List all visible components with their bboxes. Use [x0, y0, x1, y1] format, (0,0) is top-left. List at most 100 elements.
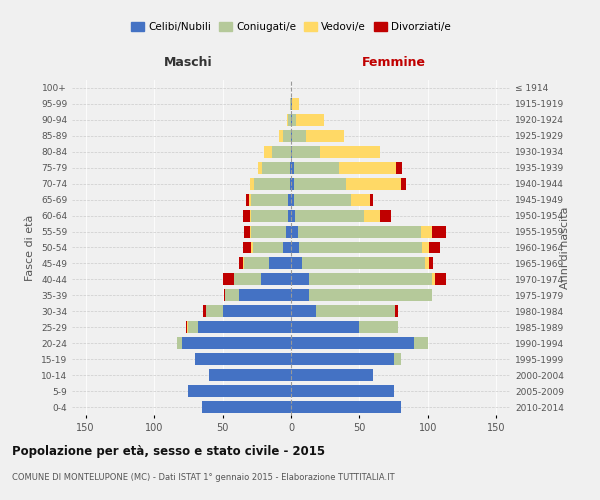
Bar: [291, 306, 316, 318]
Bar: [251, 242, 253, 254]
Bar: [243, 210, 250, 222]
Bar: [292, 98, 299, 110]
Bar: [251, 194, 288, 205]
Bar: [261, 274, 291, 285]
Bar: [295, 210, 364, 222]
Bar: [244, 258, 269, 270]
Bar: [429, 242, 440, 254]
Bar: [291, 322, 359, 333]
Bar: [291, 353, 394, 365]
Bar: [286, 226, 291, 237]
Bar: [291, 258, 302, 270]
Bar: [188, 322, 198, 333]
Bar: [287, 114, 288, 126]
Bar: [291, 194, 294, 205]
Bar: [198, 322, 291, 333]
Bar: [224, 290, 226, 302]
Bar: [306, 130, 344, 142]
Bar: [291, 98, 292, 110]
Bar: [253, 242, 283, 254]
Bar: [435, 274, 446, 285]
Bar: [290, 162, 291, 173]
Bar: [243, 258, 244, 270]
Bar: [302, 258, 425, 270]
Bar: [339, 162, 397, 173]
Bar: [195, 353, 291, 365]
Text: Maschi: Maschi: [164, 56, 212, 69]
Bar: [380, 210, 391, 222]
Bar: [251, 226, 286, 237]
Bar: [187, 322, 188, 333]
Bar: [251, 210, 288, 222]
Bar: [288, 210, 291, 222]
Bar: [291, 146, 292, 158]
Bar: [291, 337, 414, 349]
Bar: [181, 337, 291, 349]
Bar: [206, 306, 223, 318]
Bar: [243, 242, 251, 254]
Bar: [244, 226, 250, 237]
Bar: [294, 194, 351, 205]
Bar: [278, 130, 283, 142]
Bar: [288, 114, 291, 126]
Legend: Celibi/Nubili, Coniugati/e, Vedovi/e, Divorziati/e: Celibi/Nubili, Coniugati/e, Vedovi/e, Di…: [127, 18, 455, 36]
Bar: [291, 401, 401, 413]
Bar: [288, 194, 291, 205]
Y-axis label: Anni di nascita: Anni di nascita: [560, 206, 569, 288]
Bar: [239, 258, 243, 270]
Bar: [296, 114, 324, 126]
Bar: [397, 162, 402, 173]
Bar: [185, 322, 187, 333]
Bar: [291, 178, 294, 190]
Bar: [250, 226, 251, 237]
Bar: [188, 385, 291, 397]
Bar: [223, 274, 233, 285]
Text: COMUNE DI MONTELUPONE (MC) - Dati ISTAT 1° gennaio 2015 - Elaborazione TUTTITALI: COMUNE DI MONTELUPONE (MC) - Dati ISTAT …: [12, 472, 395, 482]
Bar: [432, 226, 446, 237]
Bar: [316, 306, 395, 318]
Bar: [294, 162, 339, 173]
Bar: [248, 194, 251, 205]
Bar: [414, 337, 428, 349]
Bar: [272, 146, 291, 158]
Bar: [250, 210, 251, 222]
Bar: [209, 369, 291, 381]
Bar: [291, 226, 298, 237]
Bar: [309, 274, 432, 285]
Bar: [429, 258, 433, 270]
Bar: [178, 337, 181, 349]
Bar: [291, 242, 299, 254]
Bar: [263, 146, 272, 158]
Bar: [401, 178, 406, 190]
Y-axis label: Fasce di età: Fasce di età: [25, 214, 35, 280]
Bar: [395, 306, 398, 318]
Bar: [291, 114, 292, 126]
Bar: [291, 290, 309, 302]
Bar: [351, 194, 370, 205]
Bar: [291, 162, 294, 173]
Bar: [291, 130, 292, 142]
Text: Popolazione per età, sesso e stato civile - 2015: Popolazione per età, sesso e stato civil…: [12, 445, 325, 458]
Bar: [291, 210, 295, 222]
Bar: [292, 114, 296, 126]
Bar: [346, 178, 401, 190]
Bar: [432, 274, 435, 285]
Bar: [233, 274, 261, 285]
Bar: [283, 242, 291, 254]
Bar: [202, 401, 291, 413]
Bar: [370, 194, 373, 205]
Bar: [292, 130, 306, 142]
Bar: [364, 210, 380, 222]
Bar: [421, 226, 432, 237]
Bar: [283, 130, 291, 142]
Bar: [359, 322, 398, 333]
Bar: [291, 385, 394, 397]
Text: Femmine: Femmine: [362, 56, 425, 69]
Bar: [294, 178, 346, 190]
Bar: [254, 178, 290, 190]
Bar: [258, 162, 262, 173]
Bar: [269, 258, 291, 270]
Bar: [291, 274, 309, 285]
Bar: [320, 146, 380, 158]
Bar: [246, 194, 248, 205]
